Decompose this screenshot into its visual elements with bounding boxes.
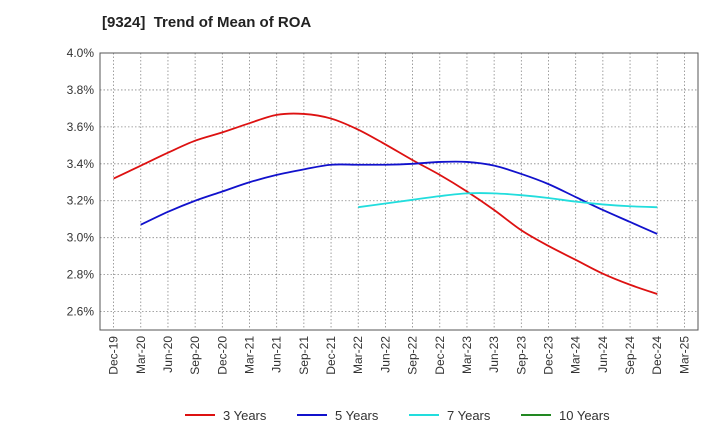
x-tick-label: Jun-24: [596, 336, 610, 373]
x-tick-label: Mar-25: [677, 336, 691, 374]
x-tick-label: Dec-19: [107, 336, 121, 375]
series-line-5-years: [140, 160, 658, 235]
y-tick-label: 3.6%: [67, 120, 95, 134]
x-tick-label: Sep-22: [406, 336, 420, 375]
y-tick-label: 4.0%: [67, 46, 95, 60]
x-tick-label: Jun-23: [487, 336, 501, 373]
x-tick-label: Mar-23: [460, 336, 474, 374]
y-tick-label: 2.8%: [67, 268, 95, 282]
x-tick-label: Dec-22: [433, 336, 447, 375]
x-tick-label: Dec-24: [650, 336, 664, 375]
x-tick-label: Sep-21: [297, 336, 311, 375]
x-tick-label: Jun-22: [378, 336, 392, 373]
series-line-7-years: [358, 192, 658, 209]
plot-area: [100, 53, 698, 330]
legend-label: 7 Years: [447, 408, 491, 423]
legend: 3 Years 5 Years 7 Years 10 Years: [185, 408, 610, 423]
legend-label: 10 Years: [559, 408, 610, 423]
series-lines: [113, 112, 658, 295]
x-axis-ticks: Dec-19 Mar-20 Jun-20 Sep-20 Dec-20 Mar-21 Jun-…: [107, 336, 692, 375]
x-tick-label: Dec-20: [215, 336, 229, 375]
x-tick-label: Mar-20: [134, 336, 148, 374]
y-tick-label: 3.2%: [67, 194, 95, 208]
y-tick-label: 3.0%: [67, 231, 95, 245]
legend-label: 3 Years: [223, 408, 267, 423]
x-tick-label: Dec-23: [542, 336, 556, 375]
x-tick-label: Jun-20: [161, 336, 175, 373]
x-tick-label: Mar-24: [569, 336, 583, 374]
series-line-3-years: [113, 112, 658, 295]
grid: [100, 52, 698, 330]
x-tick-label: Jun-21: [270, 336, 284, 373]
x-tick-label: Mar-22: [351, 336, 365, 374]
x-tick-label: Sep-20: [188, 336, 202, 375]
plot-border: [99, 52, 699, 331]
x-tick-label: Mar-21: [243, 336, 257, 374]
y-tick-label: 3.8%: [67, 83, 95, 97]
x-tick-label: Dec-21: [324, 336, 338, 375]
x-tick-label: Sep-24: [623, 336, 637, 375]
chart-title: [9324] Trend of Mean of ROA: [102, 14, 312, 31]
x-tick-label: Sep-23: [514, 336, 528, 375]
legend-label: 5 Years: [335, 408, 379, 423]
y-tick-label: 3.4%: [67, 157, 95, 171]
y-axis-ticks: 2.6% 2.8% 3.0% 3.2% 3.4% 3.6% 3.8% 4.0%: [67, 46, 95, 319]
y-tick-label: 2.6%: [67, 305, 95, 319]
